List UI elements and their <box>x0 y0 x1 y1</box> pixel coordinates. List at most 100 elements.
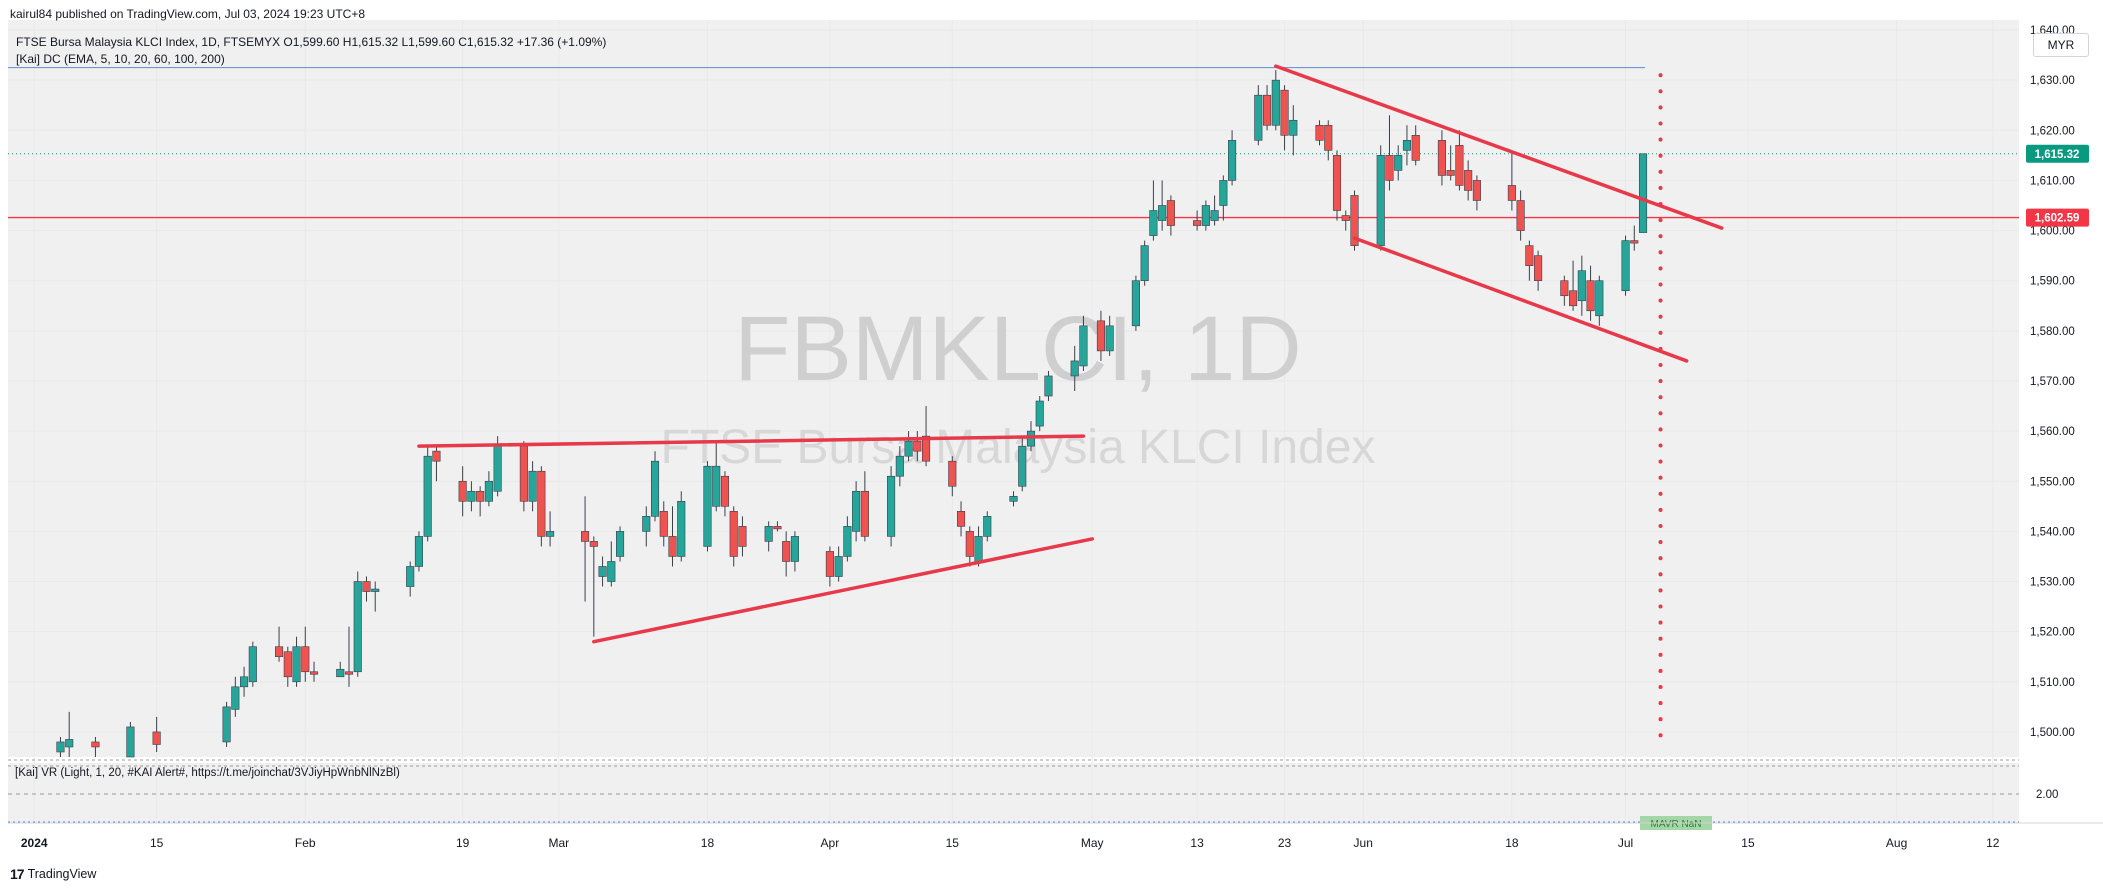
candle-body <box>650 460 660 517</box>
x-tick-label: Jun <box>1354 836 1373 850</box>
candle-body <box>283 651 292 678</box>
candlestick-series <box>56 70 1648 758</box>
candle-body <box>423 455 432 537</box>
candle-body <box>589 541 598 547</box>
candle-body <box>1289 119 1298 136</box>
y-tick-label: 1,500.00 <box>2030 727 2075 739</box>
y-tick-label: 1,570.00 <box>2030 376 2075 388</box>
candle-body <box>344 671 354 675</box>
watermark: FBMKLCI, 1D FTSE Bursa Malaysia KLCI Ind… <box>661 298 1376 474</box>
publish-info: kairul84 published on TradingView.com, J… <box>10 7 366 21</box>
candle-body <box>1569 290 1578 307</box>
candle-body <box>1263 94 1272 126</box>
candle-body <box>528 470 537 502</box>
watermark-name: FTSE Bursa Malaysia KLCI Index <box>661 421 1376 474</box>
candle-body <box>1577 270 1586 302</box>
candle-body <box>1166 200 1175 226</box>
y-tick-label: 1,600.00 <box>2030 226 2075 238</box>
x-tick-label: 19 <box>456 836 470 850</box>
candle-body <box>484 480 493 502</box>
candle-body <box>406 566 415 587</box>
currency-badge[interactable]: MYR <box>2033 33 2089 57</box>
channel-lower-trendline <box>1352 236 1689 363</box>
last-price-text: 1,615.32 <box>2035 149 2080 161</box>
candle-body <box>353 581 362 673</box>
candle-body <box>1271 79 1280 126</box>
symbol-legend[interactable]: FTSE Bursa Malaysia KLCI Index, 1D, FTSE… <box>16 35 607 49</box>
indicator-legend[interactable]: [Kai] DC (EMA, 5, 10, 20, 60, 100, 200) <box>16 52 225 66</box>
candle-body <box>1219 180 1228 206</box>
candle-body <box>1332 155 1342 211</box>
candle-body <box>1193 220 1202 226</box>
candle-body <box>1534 255 1543 282</box>
channel-upper-trendline <box>1274 64 1724 230</box>
candle-body <box>1411 135 1420 161</box>
candle-body <box>1280 89 1289 136</box>
y-tick-label: 1,520.00 <box>2030 627 2075 639</box>
candle-body <box>1096 320 1105 352</box>
candle-body <box>1385 155 1394 181</box>
horizontal-lines <box>8 67 2019 219</box>
candle-body <box>1437 140 1446 176</box>
candle-body <box>126 726 135 758</box>
candle-body <box>1446 170 1455 176</box>
price-scale-background <box>2019 20 2103 823</box>
candle-body <box>581 531 590 542</box>
candle-body <box>467 490 476 502</box>
candle-body <box>152 731 161 745</box>
candle-body <box>1621 240 1630 292</box>
candle-body <box>729 511 738 557</box>
candle-body <box>948 460 957 487</box>
candle-body <box>1254 94 1263 141</box>
candle-body <box>1394 155 1403 171</box>
candle-body <box>519 445 528 502</box>
candle-body <box>1464 170 1473 191</box>
candle-body <box>834 556 843 577</box>
candle-body <box>476 490 485 502</box>
y-tick-label: 1,630.00 <box>2030 75 2075 87</box>
candle-body <box>222 706 231 743</box>
candle-body <box>738 526 747 547</box>
y-tick-label: 1,620.00 <box>2030 125 2075 137</box>
x-tick-label: 23 <box>1278 836 1292 850</box>
range-resistance-trendline <box>417 434 1086 448</box>
candle-body <box>720 475 730 507</box>
candle-body <box>860 490 869 537</box>
last-price-badge <box>2026 144 2089 163</box>
candle-body <box>1044 375 1053 397</box>
candle-body <box>825 551 834 577</box>
candle-body <box>414 536 423 567</box>
candle-body <box>1149 210 1158 236</box>
candle-body <box>292 646 301 683</box>
price-label-text: 1,602.59 <box>2035 213 2080 225</box>
candle-body <box>1376 155 1385 246</box>
candle-body <box>240 676 249 688</box>
candle-body <box>922 435 931 462</box>
candle-body <box>537 470 546 537</box>
y-tick-label: 1,590.00 <box>2030 276 2075 288</box>
candle-body <box>301 646 310 673</box>
y-tick-label: 1,560.00 <box>2030 426 2075 438</box>
candle-body <box>956 511 966 527</box>
vr-indicator-legend[interactable]: [Kai] VR (Light, 1, 20, #KAI Alert#, htt… <box>15 767 400 779</box>
y-tick-label: 1,530.00 <box>2030 577 2075 589</box>
candle-body <box>458 480 467 502</box>
candle-body <box>274 646 284 658</box>
price-label-badge <box>2026 208 2089 227</box>
candle-body <box>1595 280 1604 317</box>
x-tick-label: 18 <box>701 836 715 850</box>
trendline-drawings[interactable] <box>417 64 1724 744</box>
candle-body <box>231 686 240 710</box>
candle-body <box>1210 210 1219 221</box>
main-pane-background <box>8 20 2019 757</box>
candle-body <box>493 445 502 492</box>
brand-name: TradingView <box>27 867 97 881</box>
candle-body <box>432 450 441 462</box>
candle-body <box>598 566 607 577</box>
x-tick-label: May <box>1081 836 1104 850</box>
candle-body <box>65 739 74 748</box>
y-tick-label: 1,540.00 <box>2030 526 2075 538</box>
candle-body <box>1131 280 1140 327</box>
